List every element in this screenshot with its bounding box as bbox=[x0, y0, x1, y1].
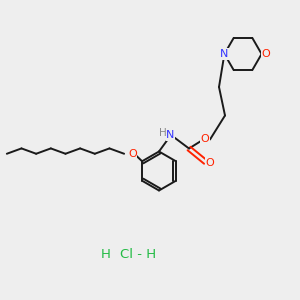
Text: N: N bbox=[166, 130, 175, 140]
Text: O: O bbox=[200, 134, 209, 144]
Text: N: N bbox=[220, 49, 229, 59]
Text: H: H bbox=[100, 248, 110, 262]
Text: O: O bbox=[261, 49, 270, 59]
Text: H: H bbox=[159, 128, 167, 138]
Text: O: O bbox=[128, 149, 137, 159]
Text: Cl - H: Cl - H bbox=[120, 248, 156, 262]
Text: O: O bbox=[205, 158, 214, 168]
